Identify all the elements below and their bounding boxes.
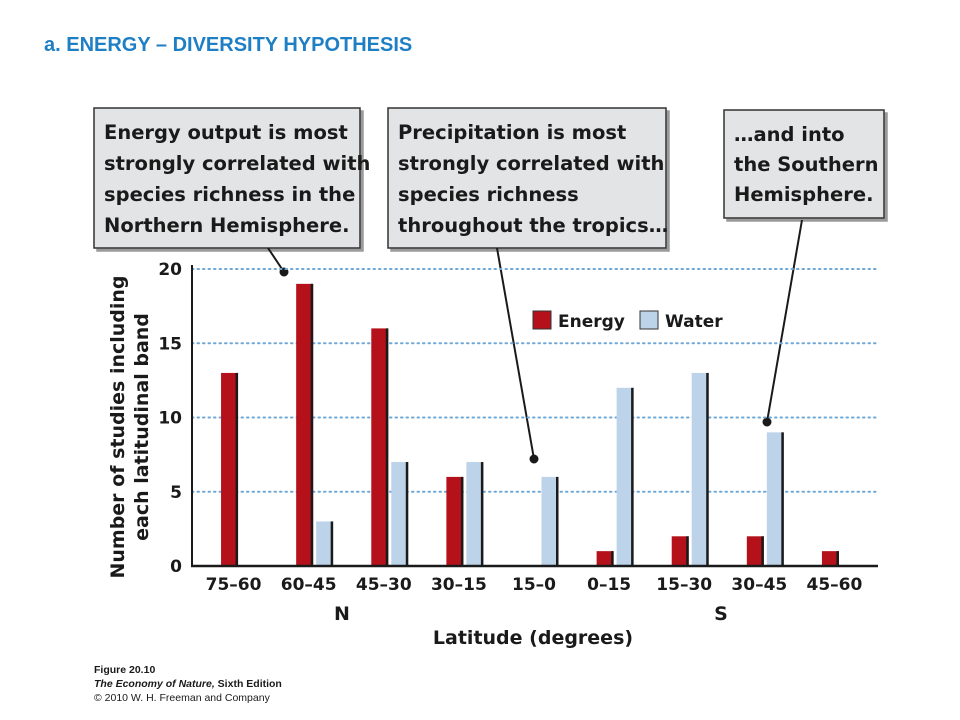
callout-southern-line-1: …and into [734, 123, 845, 146]
y-tick-labels: 0 5 10 15 20 [158, 260, 182, 577]
legend-label-water: Water [665, 312, 723, 332]
callout-energy-line-4: Northern Hemisphere. [104, 214, 350, 237]
leader-dot-precipitation [529, 454, 539, 464]
bars [221, 283, 839, 566]
x-tick-labels: 75–60 60–45 45–30 30–15 15–0 0–15 15–30 30–45 45… [206, 575, 863, 595]
bar-edge-energy-6 [686, 536, 689, 566]
x-tick-label-6: 15–30 [656, 575, 712, 595]
y-tick-label-5: 5 [170, 483, 182, 503]
bar-water-6 [691, 372, 709, 566]
callout-precipitation-line-2: strongly correlated with [398, 152, 664, 175]
bar-edge-energy-5 [611, 551, 614, 566]
bar-energy-1 [296, 283, 314, 566]
y-tick-label-10: 10 [158, 409, 182, 429]
callout-energy-line-3: species richness in the [104, 183, 355, 206]
legend-swatch-energy [532, 310, 552, 330]
bar-energy-5 [596, 551, 614, 566]
legend-swatch-water [639, 310, 659, 330]
bar-energy-7 [746, 536, 764, 566]
bar-water-7 [766, 432, 784, 566]
callout-southern-box [723, 109, 885, 219]
credit-book: The Economy of Nature, Sixth Edition [94, 677, 282, 691]
x-tick-label-7: 30–45 [731, 575, 787, 595]
x-tick-label-4: 15–0 [512, 575, 556, 595]
bar-water-2 [391, 462, 409, 566]
callout-precipitation-line-4: throughout the tropics… [398, 214, 668, 237]
callout-energy-line-1: Energy output is most [104, 121, 348, 144]
callout-precipitation-line-3: species richness [398, 183, 579, 206]
x-tick-label-0: 75–60 [206, 575, 262, 595]
x-tick-label-1: 60–45 [281, 575, 337, 595]
bar-water-3 [466, 462, 484, 566]
bar-edge-water-5 [631, 387, 634, 566]
bar-edge-energy-7 [761, 536, 764, 566]
bar-water-1 [316, 521, 334, 566]
leader-dot-energy [279, 267, 289, 277]
bar-edge-water-2 [405, 462, 409, 566]
bar-edge-water-3 [480, 462, 484, 566]
axes [191, 265, 878, 568]
bar-edge-water-7 [781, 432, 784, 566]
x-tick-label-2: 45–30 [356, 575, 412, 595]
callout-southern: …and into the Southern Hemisphere. [723, 109, 885, 219]
gridlines [191, 268, 879, 493]
slide-title: a. ENERGY – DIVERSITY HYPOTHESIS [44, 34, 413, 56]
legend: Energy Water [532, 310, 723, 332]
bar-edge-energy-8 [836, 551, 839, 566]
bar-edge-water-1 [330, 521, 334, 566]
callout-energy-line-2: strongly correlated with [104, 152, 370, 175]
callout-energy-box [93, 107, 361, 249]
hemisphere-label-north: N [334, 603, 350, 625]
y-tick-label-15: 15 [158, 334, 182, 354]
leader-dot-southern [762, 417, 772, 427]
bar-water-5 [616, 387, 634, 566]
credit-book-title: The Economy of Nature, [94, 678, 215, 690]
credit-copyright: © 2010 W. H. Freeman and Company [94, 692, 270, 704]
legend-label-energy: Energy [558, 312, 625, 332]
bar-water-4 [541, 476, 559, 566]
bar-edge-water-6 [706, 372, 709, 566]
callout-energy: Energy output is most strongly correlate… [93, 107, 370, 249]
bar-energy-2 [371, 328, 389, 566]
bar-energy-3 [446, 476, 464, 566]
leader-lines [267, 219, 803, 464]
bar-energy-8 [821, 551, 839, 566]
bar-energy-0 [221, 372, 239, 566]
callout-southern-line-3: Hemisphere. [734, 183, 873, 206]
callout-precipitation-box [387, 107, 667, 249]
bar-edge-energy-3 [460, 476, 464, 566]
callout-precipitation: Precipitation is most strongly correlate… [387, 107, 668, 249]
leader-line-precipitation [496, 247, 535, 460]
bar-edge-energy-1 [310, 283, 314, 566]
leader-line-southern [766, 219, 803, 423]
callout-southern-line-2: the Southern [734, 153, 878, 176]
x-tick-label-5: 0–15 [587, 575, 631, 595]
y-axis-title-line-1: Number of studies including [107, 275, 129, 578]
hemisphere-label-south: S [714, 603, 728, 625]
x-tick-label-8: 45–60 [807, 575, 863, 595]
x-axis-title: Latitude (degrees) [433, 627, 633, 649]
bar-edge-energy-0 [235, 372, 239, 566]
bar-edge-energy-2 [385, 328, 389, 566]
figure-credit: Figure 20.10 The Economy of Nature, Sixt… [94, 663, 282, 705]
bar-edge-water-4 [556, 476, 559, 566]
bar-energy-6 [671, 536, 689, 566]
y-tick-label-20: 20 [158, 260, 182, 280]
credit-figure-number: Figure 20.10 [94, 664, 156, 676]
credit-book-edition: Sixth Edition [214, 678, 282, 690]
y-tick-label-0: 0 [170, 557, 182, 577]
x-tick-label-3: 30–15 [431, 575, 487, 595]
callout-precipitation-line-1: Precipitation is most [398, 121, 626, 144]
y-axis-title-line-2: each latitudinal band [131, 313, 153, 541]
